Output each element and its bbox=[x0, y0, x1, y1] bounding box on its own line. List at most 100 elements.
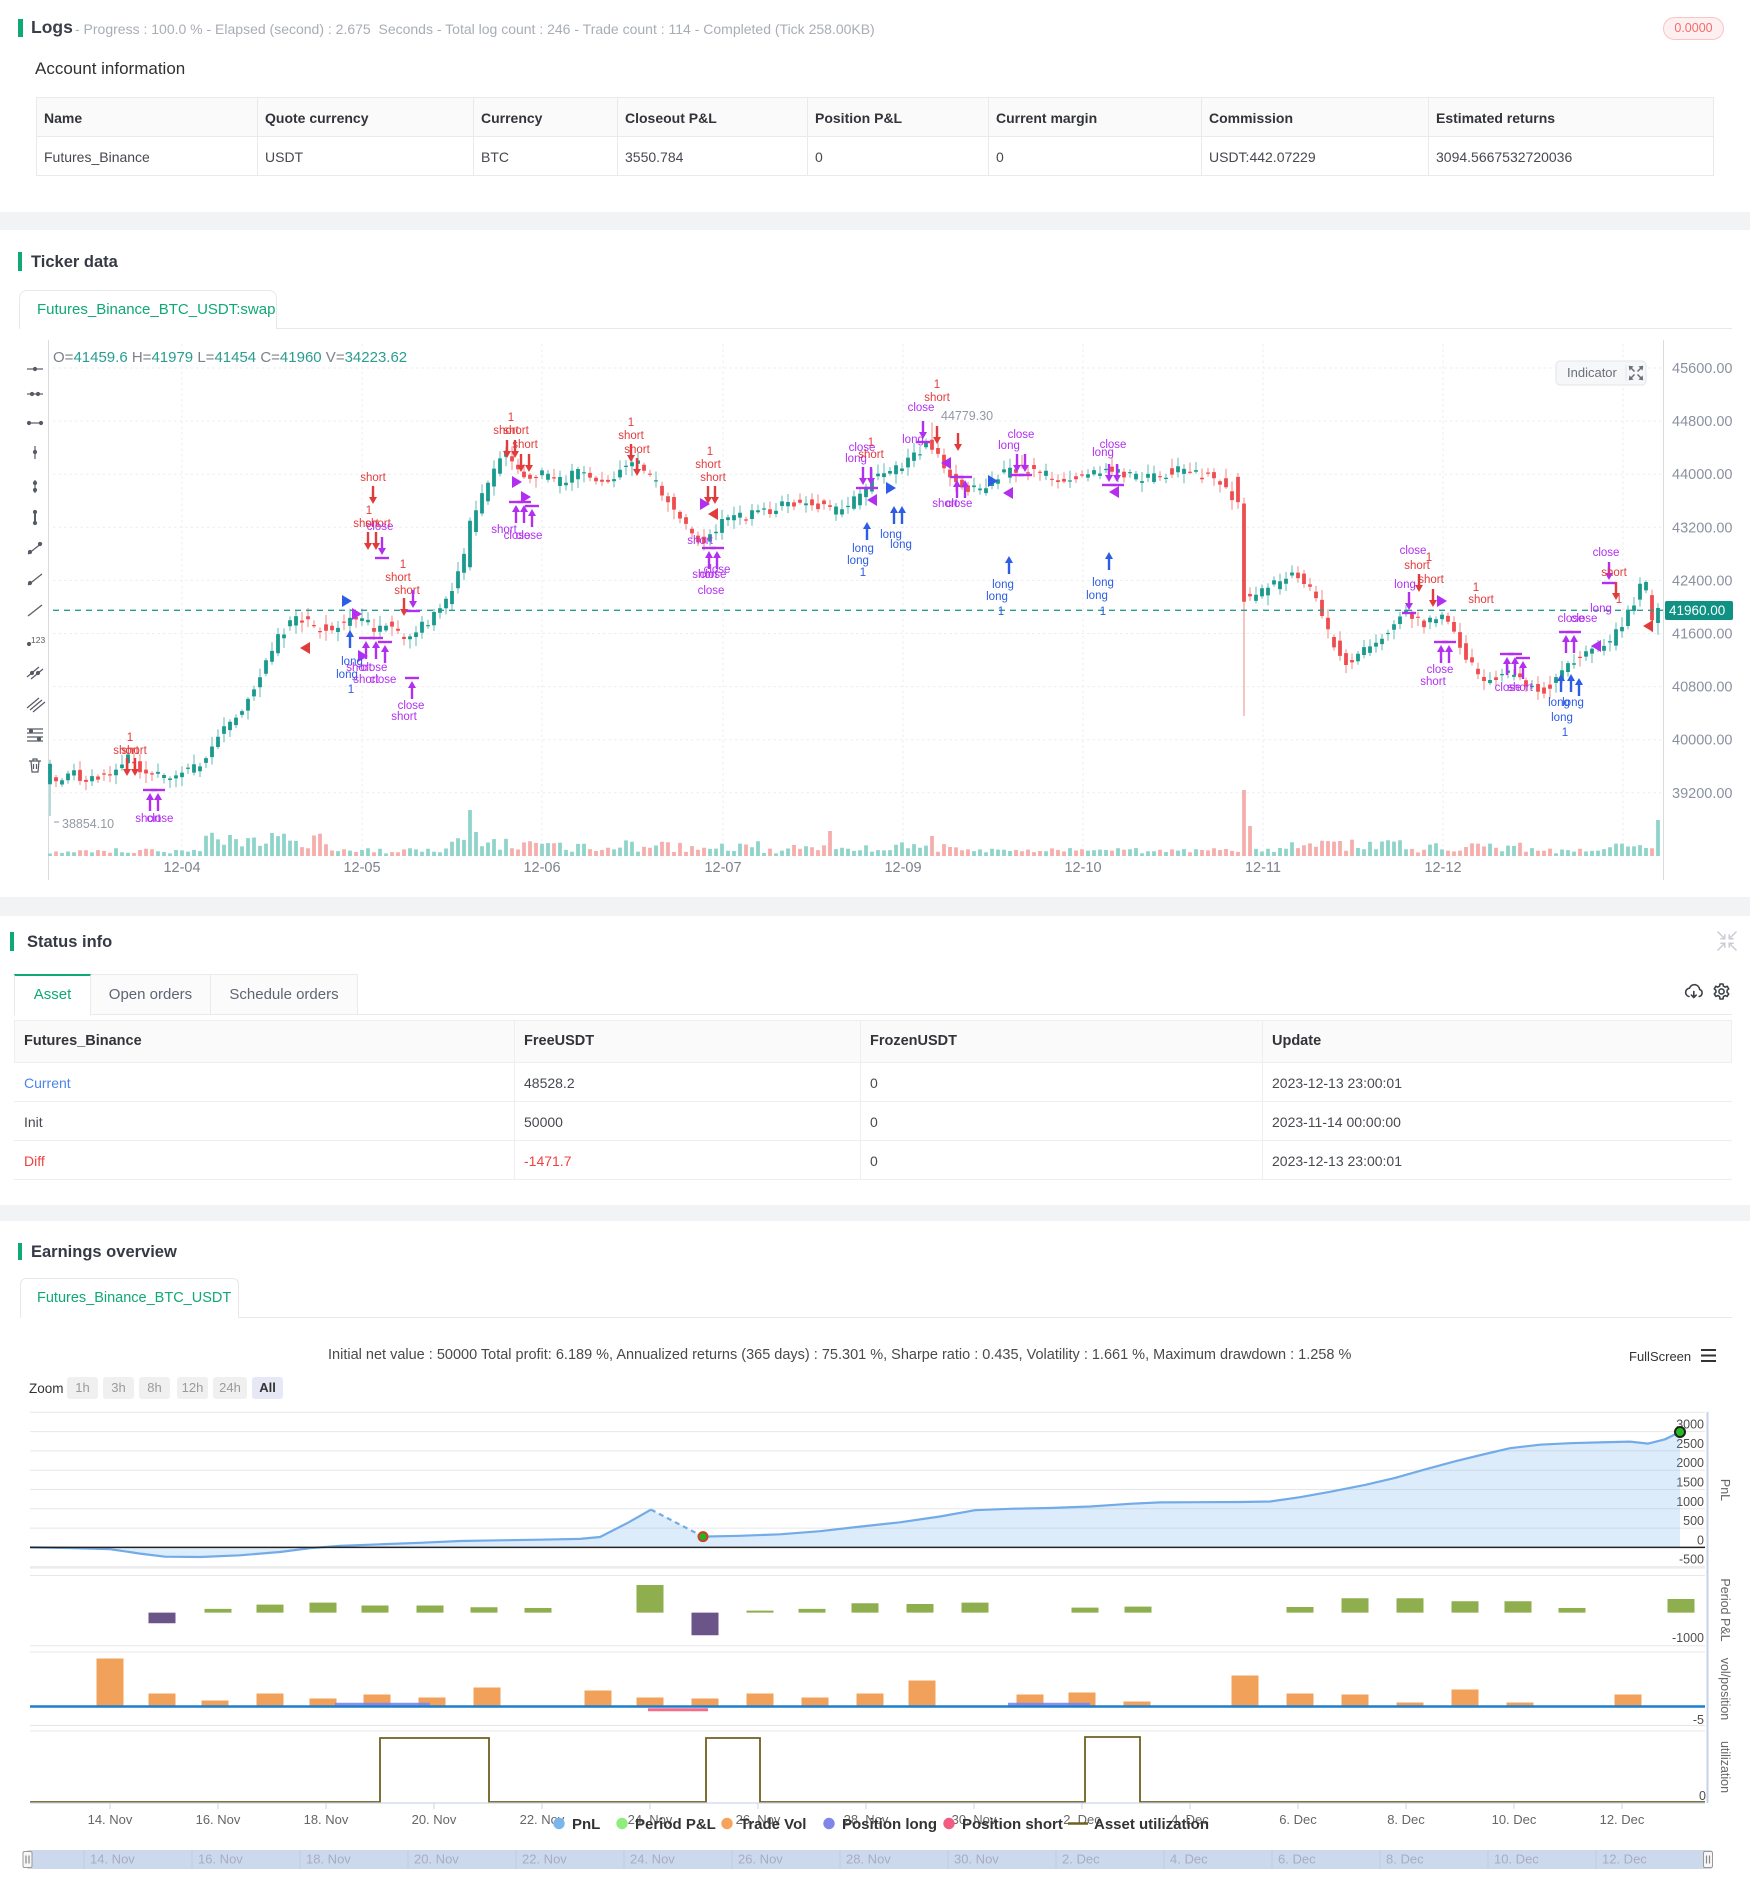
svg-text:long: long bbox=[845, 453, 867, 465]
svg-text:1: 1 bbox=[1562, 727, 1568, 739]
svg-text:4. Dec: 4. Dec bbox=[1171, 1812, 1209, 1827]
svg-text:12-09: 12-09 bbox=[884, 860, 921, 876]
svg-text:-5: -5 bbox=[1693, 1713, 1704, 1727]
svg-text:long: long bbox=[986, 591, 1008, 603]
svg-text:close: close bbox=[908, 402, 935, 414]
svg-text:short: short bbox=[394, 585, 420, 597]
svg-text:40800.00: 40800.00 bbox=[1672, 680, 1732, 696]
svg-text:long: long bbox=[1394, 579, 1416, 591]
svg-text:close: close bbox=[1100, 439, 1127, 451]
svg-text:1: 1 bbox=[868, 437, 874, 449]
svg-text:1: 1 bbox=[508, 412, 514, 424]
svg-text:long: long bbox=[1590, 603, 1612, 615]
svg-text:28. Nov: 28. Nov bbox=[844, 1812, 889, 1827]
svg-text:8. Dec: 8. Dec bbox=[1386, 1852, 1424, 1867]
svg-text:long: long bbox=[998, 440, 1020, 452]
svg-text:short: short bbox=[1601, 567, 1627, 579]
svg-text:short: short bbox=[135, 813, 161, 825]
svg-text:long: long bbox=[902, 434, 924, 446]
svg-text:42400.00: 42400.00 bbox=[1672, 573, 1732, 589]
svg-text:close: close bbox=[1593, 547, 1620, 559]
svg-text:close: close bbox=[1427, 664, 1454, 676]
svg-text:1: 1 bbox=[998, 606, 1004, 618]
svg-text:39200.00: 39200.00 bbox=[1672, 786, 1732, 802]
svg-text:long: long bbox=[890, 539, 912, 551]
svg-text:long: long bbox=[1548, 697, 1570, 709]
svg-text:close: close bbox=[1495, 682, 1522, 694]
svg-text:long: long bbox=[336, 669, 358, 681]
svg-text:short: short bbox=[687, 535, 713, 547]
svg-text:close: close bbox=[147, 813, 174, 825]
svg-text:1: 1 bbox=[1616, 594, 1622, 606]
svg-text:short: short bbox=[385, 572, 411, 584]
svg-text:PnL: PnL bbox=[572, 1816, 600, 1833]
svg-text:utilization: utilization bbox=[1718, 1741, 1732, 1793]
svg-text:long: long bbox=[852, 543, 874, 555]
svg-text:0: 0 bbox=[1699, 1789, 1706, 1803]
svg-text:short: short bbox=[360, 472, 386, 484]
svg-text:12-07: 12-07 bbox=[704, 860, 741, 876]
svg-text:short: short bbox=[346, 662, 372, 674]
svg-text:short: short bbox=[1420, 676, 1446, 688]
svg-text:2500: 2500 bbox=[1676, 1437, 1704, 1451]
svg-text:close: close bbox=[1400, 545, 1427, 557]
svg-text:43200.00: 43200.00 bbox=[1672, 520, 1732, 536]
svg-text:short: short bbox=[624, 444, 650, 456]
svg-text:8. Dec: 8. Dec bbox=[1387, 1812, 1425, 1827]
svg-text:Position short: Position short bbox=[962, 1816, 1063, 1833]
svg-text:1: 1 bbox=[628, 417, 634, 429]
svg-text:28. Nov: 28. Nov bbox=[846, 1852, 891, 1867]
svg-text:Trade Vol: Trade Vol bbox=[740, 1816, 806, 1833]
svg-text:long: long bbox=[880, 529, 902, 541]
svg-text:short: short bbox=[113, 745, 139, 757]
svg-text:close: close bbox=[504, 530, 531, 542]
svg-text:short: short bbox=[1468, 594, 1494, 606]
svg-text:1: 1 bbox=[348, 684, 354, 696]
svg-text:14. Nov: 14. Nov bbox=[90, 1852, 135, 1867]
svg-text:short: short bbox=[493, 425, 519, 437]
svg-text:-500: -500 bbox=[1679, 1553, 1704, 1567]
svg-text:44800.00: 44800.00 bbox=[1672, 414, 1732, 430]
svg-text:12. Dec: 12. Dec bbox=[1600, 1812, 1645, 1827]
svg-text:short: short bbox=[700, 472, 726, 484]
svg-text:0: 0 bbox=[1697, 1533, 1704, 1547]
svg-text:short: short bbox=[353, 674, 379, 686]
svg-text:1: 1 bbox=[127, 732, 133, 744]
svg-text:short: short bbox=[695, 459, 721, 471]
svg-text:1: 1 bbox=[1100, 606, 1106, 618]
svg-text:10. Dec: 10. Dec bbox=[1492, 1812, 1537, 1827]
svg-text:short: short bbox=[1404, 560, 1430, 572]
svg-text:1: 1 bbox=[366, 505, 372, 517]
svg-text:short: short bbox=[121, 745, 147, 757]
svg-text:24. Nov: 24. Nov bbox=[630, 1852, 675, 1867]
svg-text:Indicator: Indicator bbox=[1567, 365, 1618, 380]
svg-text:12-10: 12-10 bbox=[1064, 860, 1101, 876]
svg-text:long: long bbox=[992, 579, 1014, 591]
svg-text:12-06: 12-06 bbox=[523, 860, 560, 876]
svg-text:38854.10: 38854.10 bbox=[62, 817, 114, 831]
svg-text:500: 500 bbox=[1683, 1514, 1704, 1528]
svg-text:30. Nov: 30. Nov bbox=[954, 1852, 999, 1867]
svg-text:12-11: 12-11 bbox=[1245, 860, 1281, 876]
svg-text:10. Dec: 10. Dec bbox=[1494, 1852, 1539, 1867]
svg-text:123: 123 bbox=[31, 635, 45, 645]
svg-text:O=41459.6 H=41979 L=41454 C=41: O=41459.6 H=41979 L=41454 C=41960 V=3422… bbox=[53, 349, 407, 366]
svg-text:short: short bbox=[391, 711, 417, 723]
svg-text:12. Dec: 12. Dec bbox=[1602, 1852, 1647, 1867]
svg-text:close: close bbox=[367, 521, 394, 533]
svg-text:Position long: Position long bbox=[842, 1816, 937, 1833]
svg-text:close: close bbox=[704, 564, 731, 576]
svg-text:14. Nov: 14. Nov bbox=[88, 1812, 133, 1827]
svg-text:close: close bbox=[1008, 429, 1035, 441]
svg-text:short: short bbox=[365, 518, 391, 530]
svg-text:18. Nov: 18. Nov bbox=[304, 1812, 349, 1827]
svg-text:long: long bbox=[1092, 577, 1114, 589]
svg-text:long: long bbox=[1551, 712, 1573, 724]
svg-text:1000: 1000 bbox=[1676, 1495, 1704, 1509]
svg-text:long: long bbox=[847, 555, 869, 567]
svg-text:1: 1 bbox=[860, 567, 866, 579]
svg-text:close: close bbox=[1571, 613, 1598, 625]
svg-text:short: short bbox=[503, 425, 529, 437]
svg-text:22. Nov: 22. Nov bbox=[522, 1852, 567, 1867]
svg-text:16. Nov: 16. Nov bbox=[198, 1852, 243, 1867]
